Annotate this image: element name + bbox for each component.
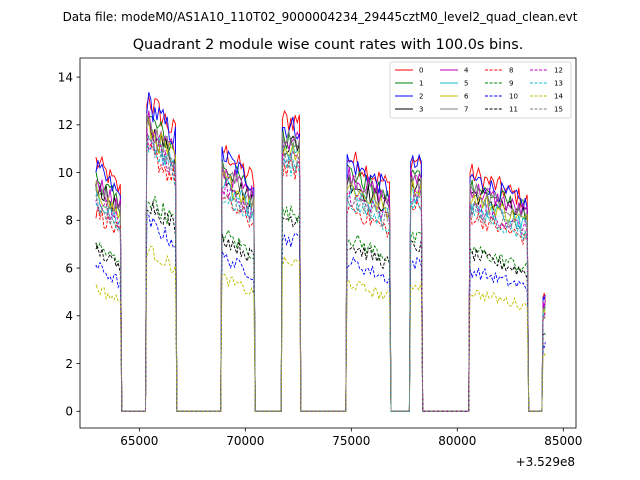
- legend-label-5: 5: [464, 80, 468, 88]
- plot-lines: [95, 92, 546, 412]
- x-tick-label: 70000: [226, 434, 264, 448]
- y-tick-label: 8: [65, 214, 73, 228]
- legend-label-9: 9: [509, 80, 513, 88]
- legend-label-12: 12: [554, 67, 563, 75]
- x-offset-label: +3.529e8: [516, 455, 575, 469]
- figure-suptitle: Data file: modeM0/AS1A10_110T02_90000042…: [63, 10, 578, 24]
- legend-label-14: 14: [554, 93, 563, 101]
- series-line-15: [95, 135, 546, 412]
- legend-label-3: 3: [419, 106, 423, 114]
- legend-label-6: 6: [464, 93, 469, 101]
- legend-label-13: 13: [554, 80, 563, 88]
- chart-title: Quadrant 2 module wise count rates with …: [133, 37, 524, 53]
- legend-label-8: 8: [509, 67, 513, 75]
- y-tick-label: 10: [58, 166, 73, 180]
- y-tick-label: 0: [65, 405, 73, 419]
- legend-label-10: 10: [509, 93, 518, 101]
- y-tick-label: 2: [65, 357, 73, 371]
- legend-label-7: 7: [464, 106, 468, 114]
- legend-label-1: 1: [419, 80, 423, 88]
- plot-frame: [79, 57, 577, 429]
- legend-label-15: 15: [554, 106, 563, 114]
- y-tick-label: 12: [58, 118, 73, 132]
- x-tick-label: 75000: [332, 434, 370, 448]
- x-tick-label: 85000: [544, 434, 582, 448]
- x-tick-label: 80000: [438, 434, 476, 448]
- series-line-11: [95, 201, 546, 412]
- legend-label-11: 11: [509, 106, 518, 114]
- y-tick-label: 14: [58, 70, 73, 84]
- legend-label-4: 4: [464, 67, 469, 75]
- legend-box: [389, 61, 572, 119]
- legend-label-0: 0: [419, 67, 423, 75]
- y-tick-label: 4: [65, 309, 73, 323]
- series-line-14: [95, 245, 546, 412]
- y-tick-label: 6: [65, 261, 73, 275]
- x-tick-label: 65000: [120, 434, 158, 448]
- legend-label-2: 2: [419, 93, 423, 101]
